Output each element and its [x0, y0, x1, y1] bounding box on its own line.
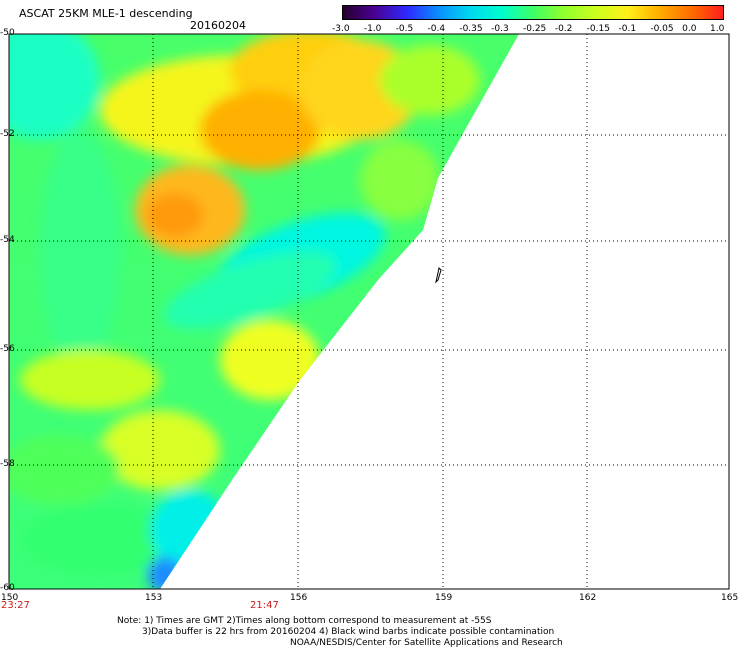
legend-tick-label: -0.1	[618, 24, 637, 34]
island-outline	[435, 266, 442, 284]
legend-tick-label: -0.05	[650, 24, 674, 34]
lon-label: 150	[1, 593, 19, 603]
lat-label: -54	[0, 235, 15, 245]
legend-tick-label: -0.2	[554, 24, 573, 34]
note-line-2: 3)Data buffer is 22 hrs from 20160204 4)…	[142, 627, 555, 637]
legend-tick-label: -0.15	[586, 24, 610, 34]
note-line-3: NOAA/NESDIS/Center for Satellite Applica…	[290, 638, 563, 648]
lat-label: -50	[0, 28, 15, 38]
lat-label: -60	[0, 583, 15, 593]
legend-tick-label: -0.5	[395, 24, 414, 34]
lon-label: 153	[145, 593, 163, 603]
lon-label: 165	[721, 593, 739, 603]
lon-label: 156	[290, 593, 308, 603]
legend-tick-label: -0.4	[427, 24, 446, 34]
lat-label: -56	[0, 344, 15, 354]
map-frame	[8, 33, 730, 590]
legend-tick-label: 0.0	[682, 24, 697, 34]
legend-tick-label: -3.0	[332, 24, 350, 34]
lat-label: -58	[0, 459, 15, 469]
legend-tick-label: 1.0	[710, 24, 725, 34]
grid	[9, 34, 729, 589]
lat-label: -52	[0, 129, 15, 139]
legend-tick-label: -1.0	[363, 24, 382, 34]
note-line-1: Note: 1) Times are GMT 2)Times along bot…	[117, 616, 492, 626]
data-swath	[9, 34, 519, 589]
lon-label: 159	[435, 593, 453, 603]
legend-tick-label: -0.3	[491, 24, 509, 34]
legend-tick-label: -0.25	[523, 24, 547, 34]
map-date: 20160204	[190, 19, 246, 32]
legend-tick-label: -0.35	[459, 24, 483, 34]
time-middle: 21:47	[250, 600, 279, 611]
time-left: 23:27	[1, 600, 30, 611]
lon-label: 162	[579, 593, 597, 603]
color-legend	[342, 5, 724, 20]
map-title: ASCAT 25KM MLE-1 descending	[19, 7, 193, 20]
